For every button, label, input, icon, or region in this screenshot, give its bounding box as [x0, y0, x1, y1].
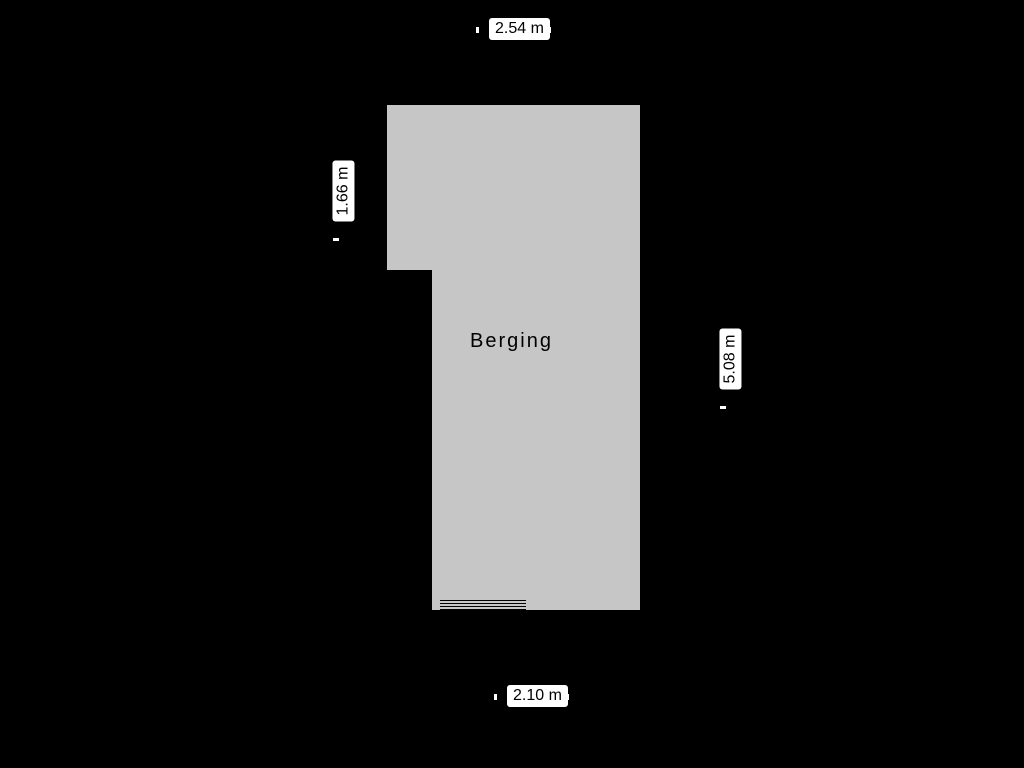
dim-left-label: 1.66 m [332, 161, 354, 222]
dim-top-label: 2.54 m [489, 18, 550, 40]
dim-top-tick-left [476, 27, 479, 33]
dim-bottom-tick-left [494, 694, 497, 700]
dim-top-tick-right [548, 27, 551, 33]
dim-right-label: 5.08 m [719, 329, 741, 390]
room-label: Berging [470, 330, 553, 353]
dim-left-tick-bottom [333, 238, 339, 241]
room-part-upper [387, 105, 640, 270]
dim-bottom-label: 2.10 m [507, 685, 568, 707]
floorplan-canvas: Berging 2.54 m 2.10 m 1.66 m 5.08 m [0, 0, 1024, 768]
room-part-lower [432, 270, 640, 610]
dim-bottom-tick-right [566, 694, 569, 700]
door-threshold [440, 600, 526, 612]
dim-right-tick-bottom [720, 406, 726, 409]
